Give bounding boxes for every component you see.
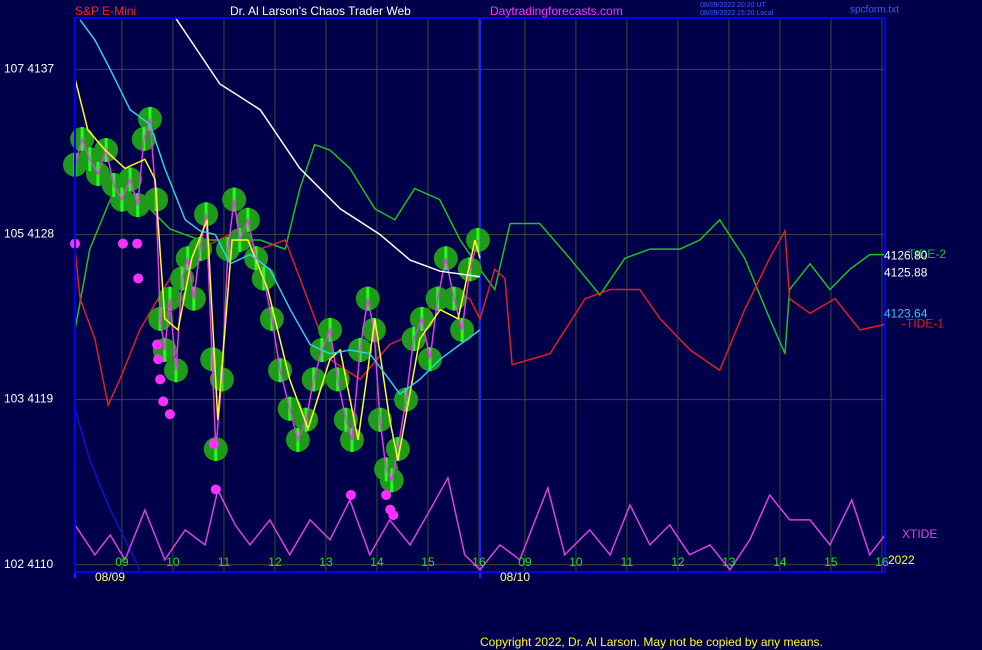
price-label: 4125.88 <box>884 266 928 280</box>
signal-dot <box>153 354 164 365</box>
signal-dot <box>155 374 166 385</box>
series-label: XTIDE <box>902 527 937 541</box>
signal-dot <box>208 438 219 449</box>
x-tick-label: 15 <box>421 555 435 569</box>
y-tick-label: 107 4137 <box>4 62 54 76</box>
x-tick-label: 14 <box>773 555 787 569</box>
timestamp: 08/09/2022 20:20 UT <box>700 2 766 9</box>
series-label: TIDE-2 <box>908 247 946 261</box>
signal-dot <box>345 489 356 500</box>
year: 2022 <box>888 553 915 567</box>
signal-dot <box>152 339 163 350</box>
x-tick-label: 15 <box>824 555 838 569</box>
signal-dot <box>381 489 392 500</box>
x-tick-label: 10 <box>166 555 180 569</box>
chart-title: Dr. Al Larson's Chaos Trader Web <box>230 4 411 18</box>
x-tick-label: 13 <box>722 555 736 569</box>
y-tick-label: 102 4110 <box>4 557 53 571</box>
copyright: Copyright 2022, Dr. Al Larson. May not b… <box>480 635 823 649</box>
x-tick-label: 12 <box>268 555 282 569</box>
date-label: 08/10 <box>500 570 530 584</box>
x-tick-label: 16 <box>472 555 486 569</box>
x-tick-label: 12 <box>671 555 685 569</box>
y-tick-label: 103 4119 <box>4 392 53 406</box>
signal-dot <box>117 238 128 249</box>
price-label: 4123.64 <box>884 307 928 321</box>
series-line <box>74 228 886 408</box>
plot <box>63 16 886 572</box>
signal-dot <box>158 396 169 407</box>
signal-dot <box>388 510 399 521</box>
symbol: S&P E-Mini <box>75 4 136 18</box>
signal-dot <box>132 238 143 249</box>
file-name: spcform.txt <box>850 5 899 16</box>
plot-border <box>74 17 886 573</box>
series-line <box>74 475 886 572</box>
x-tick-label: 16 <box>875 555 889 569</box>
x-tick-label: 09 <box>115 555 129 569</box>
series-line <box>174 16 481 278</box>
signal-dot <box>164 409 175 420</box>
series-line <box>74 78 481 461</box>
signal-dot <box>210 484 221 495</box>
signal-dot <box>133 273 144 284</box>
series-label: -TIDE-1 <box>902 317 944 331</box>
x-tick-label: 14 <box>370 555 384 569</box>
x-tick-label: 13 <box>319 555 333 569</box>
site: Daytradingforecasts.com <box>490 4 623 18</box>
series-line <box>79 19 481 396</box>
x-tick-label: 11 <box>621 555 634 569</box>
y-tick-label: 105 4128 <box>4 227 54 241</box>
x-tick-label: 10 <box>569 555 583 569</box>
date-label: 08/09 <box>95 570 125 584</box>
x-tick-label: 11 <box>218 555 231 569</box>
x-tick-label: 09 <box>518 555 532 569</box>
price-label: 4126.80 <box>884 249 928 263</box>
series-line <box>74 408 141 571</box>
timestamp: 08/09/2022 15:20 Local <box>700 10 774 17</box>
